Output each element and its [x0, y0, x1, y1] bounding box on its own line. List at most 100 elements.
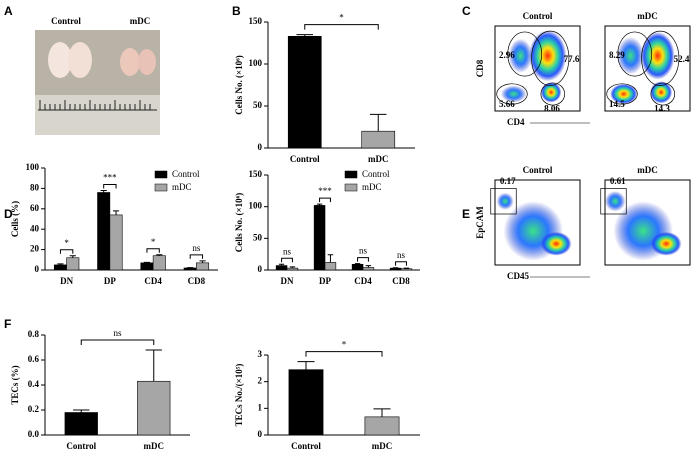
y-tick-label: 100	[249, 201, 263, 211]
density	[529, 30, 567, 82]
error-bar	[403, 267, 410, 269]
bar	[109, 214, 123, 271]
gate-value: 0.17	[500, 176, 516, 186]
flow-plot	[600, 179, 691, 266]
significance-label: *	[151, 237, 156, 247]
x-tick-label: mDC	[144, 441, 165, 450]
flow-plot	[494, 25, 581, 112]
gate-value: 52.4	[674, 54, 690, 64]
bar	[287, 35, 322, 149]
gate-value: 5.66	[499, 99, 515, 109]
y-tick-label: 0.2	[28, 404, 40, 414]
y-tick-label: 0.6	[28, 354, 40, 364]
significance-bracket	[80, 339, 155, 345]
error-bar	[69, 255, 76, 258]
y-tick-label: 3	[258, 349, 263, 359]
gate-value: 8.06	[544, 103, 560, 113]
axis-label: CD4	[507, 117, 525, 127]
y-axis-label: TECs No./(×10⁵)	[234, 364, 244, 427]
legend-swatch	[154, 170, 168, 179]
gate	[606, 83, 638, 105]
x-tick-label: Control	[291, 441, 321, 450]
x-tick-label: mDC	[368, 154, 389, 164]
density	[640, 31, 675, 80]
x-tick-label: DN	[60, 276, 73, 286]
panel-letter: B	[232, 4, 241, 18]
density	[496, 192, 514, 210]
y-tick-label: 2	[258, 376, 263, 386]
legend-swatch	[154, 183, 168, 192]
significance-bracket	[395, 261, 407, 266]
x-tick-label: CD4	[354, 276, 372, 286]
y-axis-label: TECs (%)	[10, 365, 20, 404]
density	[616, 37, 645, 75]
flow-title: Control	[523, 11, 553, 21]
gate	[531, 30, 570, 86]
significance-label: *	[339, 13, 344, 23]
bar	[364, 416, 400, 436]
y-tick-label: 50	[253, 232, 263, 242]
error-bar	[145, 349, 162, 382]
x-tick-label: CD4	[144, 276, 162, 286]
error-bar	[143, 261, 151, 263]
density	[508, 38, 533, 73]
significance-label: ***	[103, 173, 117, 183]
gate	[650, 82, 676, 106]
legend-label: Control	[172, 169, 200, 179]
significance-bracket	[146, 248, 160, 253]
significance-bracket	[304, 24, 379, 30]
panel-letter: F	[4, 317, 11, 331]
significance-bracket	[103, 183, 117, 189]
significance-label: ***	[318, 186, 332, 196]
x-tick-label: DN	[281, 276, 294, 286]
bar	[362, 267, 375, 271]
flow-title: Control	[523, 165, 553, 175]
x-tick-label: Control	[290, 154, 320, 164]
y-tick-label: 100	[26, 162, 40, 172]
error-bar	[297, 361, 315, 370]
y-tick-label: 150	[249, 16, 263, 26]
photo	[35, 30, 160, 135]
legend-label: Control	[362, 169, 390, 179]
bar	[351, 263, 364, 271]
significance-label: ns	[192, 243, 201, 253]
error-bar	[327, 254, 334, 263]
y-tick-label: 0	[258, 429, 263, 439]
gate-value: 8.29	[609, 50, 625, 60]
gate	[490, 188, 517, 215]
gate	[496, 83, 528, 105]
legend-swatch	[344, 183, 358, 192]
y-axis-label: Cells (%)	[10, 201, 20, 237]
y-tick-label: 150	[249, 169, 263, 179]
y-tick-label: 0	[35, 264, 40, 274]
x-tick-label: CD8	[392, 276, 410, 286]
flow-plot	[604, 25, 691, 112]
density	[540, 82, 562, 103]
panel-letter: E	[462, 207, 470, 221]
y-tick-label: 20	[30, 244, 40, 254]
axis-label: CD8	[475, 59, 485, 77]
panel-letter: D	[4, 207, 13, 221]
y-tick-label: 0.0	[28, 429, 40, 439]
density	[540, 231, 572, 256]
y-tick-label: 100	[249, 58, 263, 68]
gate-value: 0.61	[610, 176, 626, 186]
y-tick-label: 50	[253, 100, 263, 110]
flow-plot	[490, 179, 581, 266]
error-bar	[296, 34, 314, 37]
significance-bracket	[59, 249, 74, 254]
x-tick-label: mDC	[372, 441, 393, 450]
significance-bracket	[281, 257, 293, 263]
error-bar	[57, 263, 64, 265]
bar	[66, 257, 80, 271]
photo-label: mDC	[130, 16, 151, 26]
bar	[152, 255, 166, 271]
significance-bracket	[357, 257, 369, 262]
photo-label: Control	[51, 16, 81, 26]
bar	[97, 192, 111, 271]
error-bar	[278, 263, 285, 266]
y-tick-label: 0.8	[28, 329, 40, 339]
gate	[617, 31, 653, 77]
density	[650, 231, 682, 256]
density	[650, 81, 673, 104]
